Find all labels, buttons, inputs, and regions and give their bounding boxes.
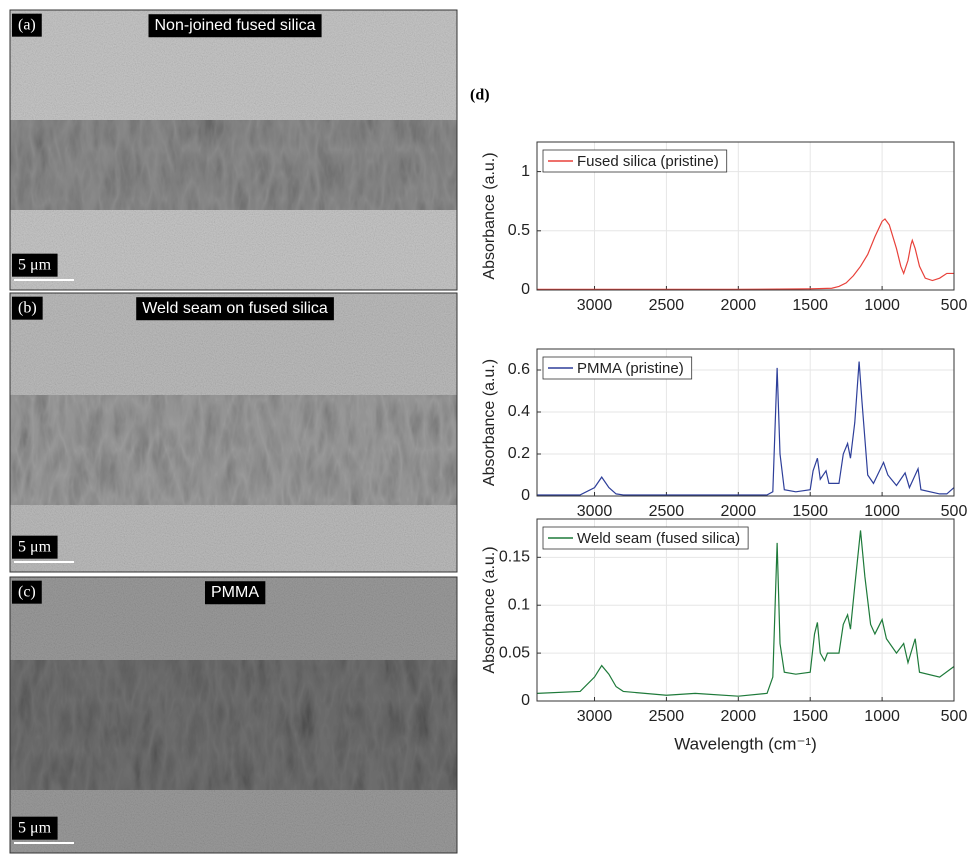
x-tick-label: 2000 — [721, 708, 757, 725]
series-line — [537, 218, 954, 291]
legend-box — [542, 526, 749, 550]
x-tick-label: 500 — [941, 503, 968, 520]
x-tick-label: 2000 — [721, 503, 757, 520]
image-caption: Non-joined fused silica — [155, 17, 316, 34]
x-tick-label: 3000 — [577, 708, 613, 725]
panel-label: (b) — [18, 300, 37, 317]
line-chart: 3000 2500 2000 1500 1000 500 0 0.05 0.1 0.15Absor… — [481, 518, 968, 753]
panel-label-bg — [12, 580, 42, 604]
line-chart: 3000 2500 2000 1500 1000 500 0 0.5 1 Absorbance (… — [481, 141, 968, 314]
y-tick-label: 0.2 — [508, 445, 530, 462]
x-tick-label: 2000 — [721, 297, 757, 314]
image-caption-bg — [148, 14, 322, 38]
legend: Fused silica (pristine) — [542, 149, 728, 173]
panel-label: (c) — [18, 584, 36, 601]
x-tick-label: 2500 — [649, 297, 685, 314]
y-tick-label: 0 — [521, 487, 530, 504]
x-axis-label: Wavelength (cm⁻¹) — [674, 734, 816, 753]
y-axis-label: Absorbance (a.u.) — [481, 546, 498, 673]
legend: PMMA (pristine) — [542, 356, 693, 380]
legend-box — [542, 356, 693, 380]
y-tick-label: 0 — [521, 281, 530, 298]
legend-label: Weld seam (fused silica) — [577, 530, 740, 547]
y-tick-label: 0.6 — [508, 361, 530, 378]
legend: Weld seam (fused silica) — [542, 526, 749, 550]
x-tick-label: 1500 — [792, 708, 828, 725]
y-tick-label: 0.15 — [499, 549, 530, 566]
y-tick-label: 0.5 — [508, 222, 530, 239]
sem-image-b — [9, 292, 458, 573]
y-tick-label: 0.05 — [499, 644, 530, 661]
series-line — [537, 361, 955, 496]
image-caption: Weld seam on fused silica — [142, 300, 328, 317]
legend-label: PMMA (pristine) — [577, 360, 684, 377]
scale-bar-label-bg — [12, 253, 58, 277]
y-tick-label: 1 — [521, 163, 530, 180]
panel-label-bg — [12, 13, 42, 37]
scale-bar-label-bg — [12, 816, 58, 840]
sem-image-c — [9, 576, 458, 854]
x-tick-label: 2500 — [649, 708, 685, 725]
x-tick-label: 3000 — [577, 297, 613, 314]
y-tick-label: 0.4 — [508, 403, 530, 420]
legend-label: Fused silica (pristine) — [577, 153, 719, 170]
panel-label: (a) — [18, 17, 36, 34]
panel-label: (d) — [470, 87, 490, 104]
panel-label-bg — [12, 296, 43, 320]
scale-bar-label: 5 μm — [18, 539, 52, 556]
x-tick-label: 500 — [941, 297, 968, 314]
y-tick-label: 0 — [521, 692, 530, 709]
plot-frame — [536, 348, 955, 497]
scale-bar-label: 5 μm — [18, 820, 52, 837]
x-tick-label: 1000 — [864, 503, 900, 520]
image-caption-bg — [205, 581, 266, 605]
line-chart: 3000 2500 2000 1500 1000 500 0 0.2 0.4 0.6 Absorba… — [481, 348, 968, 520]
x-tick-label: 3000 — [577, 503, 613, 520]
x-tick-label: 1500 — [792, 503, 828, 520]
legend-box — [542, 149, 728, 173]
sem-image-a — [9, 9, 458, 291]
x-tick-label: 1000 — [864, 708, 900, 725]
x-tick-label: 1500 — [792, 297, 828, 314]
scale-bar-label: 5 μm — [18, 257, 52, 274]
image-caption: PMMA — [211, 584, 259, 601]
y-axis-label: Absorbance (a.u.) — [481, 152, 498, 279]
series-line — [536, 530, 955, 697]
plot-frame — [536, 518, 955, 702]
x-tick-label: 500 — [941, 708, 968, 725]
scale-bar-label-bg — [12, 535, 58, 559]
y-axis-label: Absorbance (a.u.) — [481, 359, 498, 486]
x-tick-label: 1000 — [864, 297, 900, 314]
plot-frame — [536, 141, 955, 291]
y-tick-label: 0.1 — [508, 596, 530, 613]
x-tick-label: 2500 — [649, 503, 685, 520]
image-caption-bg — [136, 297, 334, 321]
